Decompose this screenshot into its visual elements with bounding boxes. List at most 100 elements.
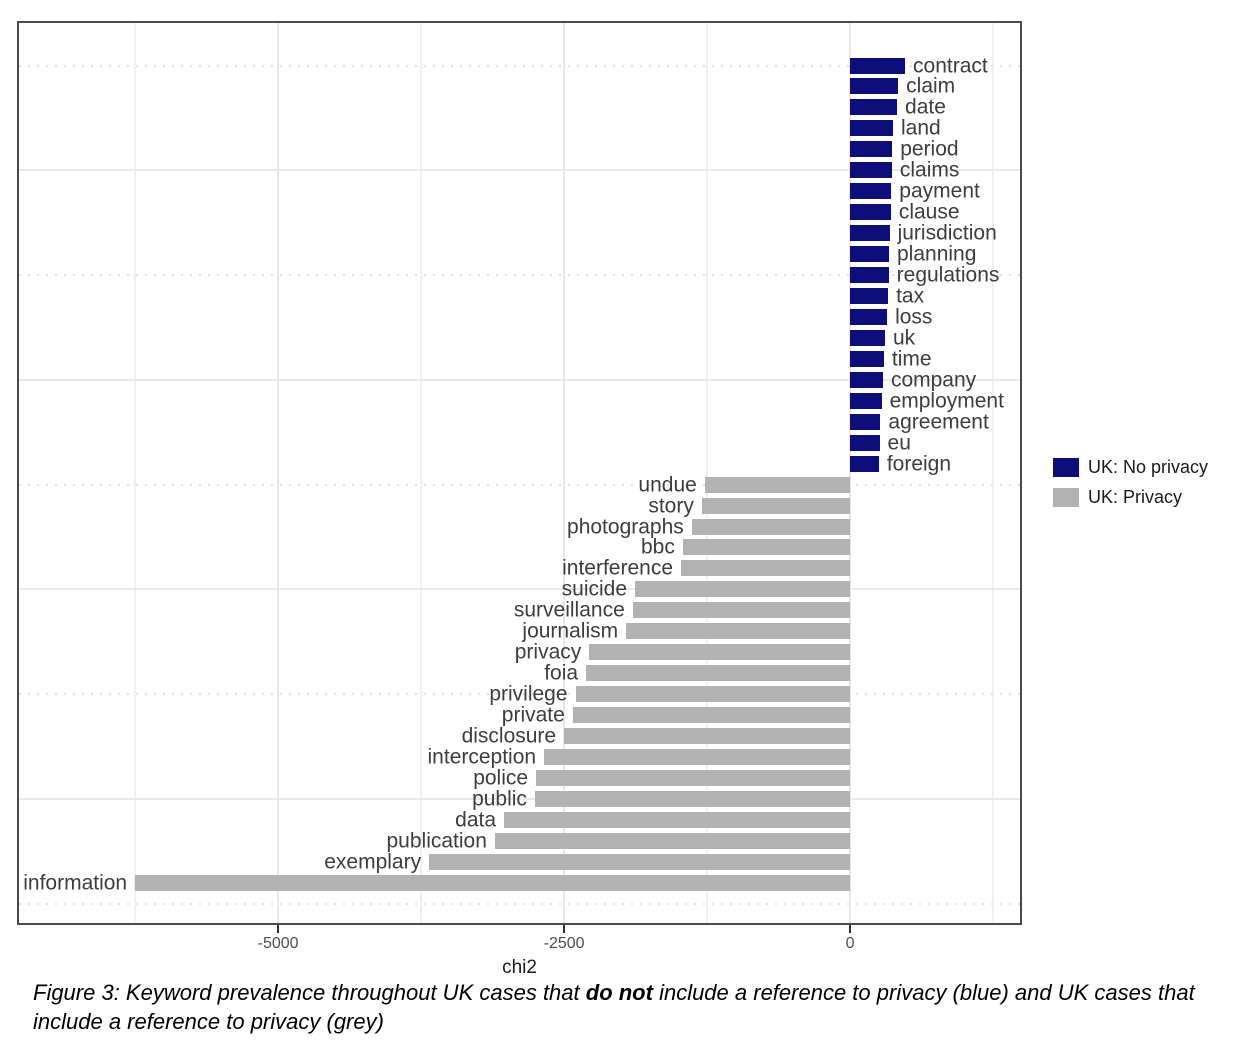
- bar-police: [536, 769, 851, 786]
- gridline-horizontal-dotted: [19, 64, 1020, 67]
- bar-label-public: public: [472, 787, 527, 811]
- legend-item: UK: Privacy: [1053, 482, 1208, 512]
- bar-planning: [850, 246, 889, 263]
- bar-period: [850, 141, 893, 158]
- bar-land: [850, 120, 893, 137]
- bar-label-story: story: [648, 494, 694, 518]
- bar-label-employment: employment: [889, 389, 1004, 413]
- bar-label-claims: claims: [899, 158, 960, 182]
- x-tick-label: -5000: [257, 935, 299, 952]
- bar-contract: [850, 57, 906, 74]
- x-tick-label: 0: [845, 935, 855, 952]
- bar-label-surveillance: surveillance: [513, 598, 625, 622]
- legend-swatch-uk-privacy: [1053, 487, 1079, 507]
- legend-label: UK: No privacy: [1088, 456, 1209, 477]
- bar-label-regulations: regulations: [896, 263, 1000, 287]
- legend-item: UK: No privacy: [1053, 452, 1208, 482]
- bar-time: [850, 350, 884, 367]
- legend-label: UK: Privacy: [1088, 486, 1183, 507]
- bar-loss: [850, 308, 888, 325]
- gridline-vertical-major: [849, 23, 852, 923]
- bar-label-time: time: [891, 347, 932, 371]
- bar-public: [534, 790, 851, 807]
- bar-undue: [704, 476, 851, 493]
- bar-label-photographs: photographs: [567, 515, 684, 538]
- bar-label-undue: undue: [638, 473, 697, 497]
- bar-label-private: private: [501, 703, 565, 727]
- bar-label-privacy: privacy: [514, 640, 582, 664]
- bar-journalism: [626, 623, 851, 640]
- bar-uk: [850, 329, 885, 346]
- bar-label-period: period: [900, 137, 959, 161]
- x-tick-mark: [849, 925, 852, 933]
- bar-surveillance: [632, 602, 851, 619]
- gridline-horizontal-dotted: [19, 902, 1020, 905]
- gridline-vertical-major: [277, 23, 280, 923]
- bar-jurisdiction: [850, 225, 890, 242]
- bar-label-interference: interference: [562, 556, 674, 580]
- bar-label-data: data: [455, 808, 497, 832]
- bar-foreign: [850, 455, 879, 472]
- legend-swatch-uk-no-privacy: [1053, 457, 1079, 477]
- bar-label-agreement: agreement: [888, 410, 989, 434]
- bar-private: [572, 707, 851, 724]
- gridline-vertical-minor: [706, 23, 709, 923]
- bar-label-date: date: [905, 95, 946, 119]
- bar-publication: [494, 832, 851, 849]
- bar-company: [850, 371, 883, 388]
- x-tick-mark: [563, 925, 566, 933]
- bar-interception: [544, 749, 851, 765]
- bar-payment: [850, 183, 892, 200]
- gridline-vertical-major: [563, 23, 566, 923]
- bar-agreement: [850, 413, 881, 430]
- bar-label-publication: publication: [386, 829, 487, 853]
- bar-label-payment: payment: [899, 179, 980, 203]
- bar-label-police: police: [473, 766, 529, 790]
- bar-label-privilege: privilege: [489, 682, 568, 706]
- gridline-horizontal-solid: [19, 378, 1020, 381]
- caption-prefix: Figure 3: Keyword prevalence throughout …: [33, 980, 586, 1005]
- gridline-horizontal-solid: [19, 588, 1020, 591]
- gridline-horizontal-dotted: [19, 483, 1020, 486]
- gridline-horizontal-solid: [19, 797, 1020, 800]
- bar-label-journalism: journalism: [522, 619, 619, 643]
- bar-information: [135, 874, 851, 891]
- bar-label-disclosure: disclosure: [461, 724, 557, 748]
- bar-label-interception: interception: [427, 745, 537, 769]
- x-tick-label: -2500: [543, 935, 585, 952]
- bar-privacy: [589, 644, 851, 661]
- bar-label-clause: clause: [898, 200, 960, 224]
- bar-regulations: [850, 267, 889, 284]
- bar-label-information: information: [23, 871, 128, 895]
- bar-label-exemplary: exemplary: [324, 850, 422, 874]
- bar-eu: [850, 434, 880, 451]
- gridline-horizontal-solid: [19, 169, 1020, 172]
- bar-bbc: [682, 539, 851, 556]
- bar-label-tax: tax: [896, 284, 925, 308]
- x-axis-title: chi2: [502, 957, 537, 978]
- bar-story: [701, 497, 851, 514]
- bar-label-company: company: [890, 368, 977, 392]
- gridline-vertical-minor: [992, 23, 995, 923]
- bar-date: [850, 99, 897, 116]
- bar-tax: [850, 288, 889, 304]
- bar-claims: [850, 162, 892, 179]
- gridline-vertical-minor: [134, 23, 137, 923]
- caption-bold-do-not: do not: [585, 980, 653, 1005]
- bar-label-land: land: [901, 116, 941, 140]
- chart-legend: UK: No privacy UK: Privacy: [1053, 452, 1208, 512]
- bar-photographs: [691, 518, 851, 535]
- bar-foia: [586, 665, 851, 682]
- bar-label-planning: planning: [897, 242, 977, 266]
- bar-interference: [681, 560, 851, 577]
- bar-label-foreign: foreign: [886, 452, 952, 476]
- bar-privilege: [575, 686, 851, 703]
- x-tick-mark: [277, 925, 280, 933]
- bar-label-bbc: bbc: [641, 535, 675, 559]
- bar-exemplary: [429, 853, 851, 870]
- bar-employment: [850, 392, 882, 409]
- gridline-vertical-minor: [420, 23, 423, 923]
- gridline-horizontal-dotted: [19, 693, 1020, 696]
